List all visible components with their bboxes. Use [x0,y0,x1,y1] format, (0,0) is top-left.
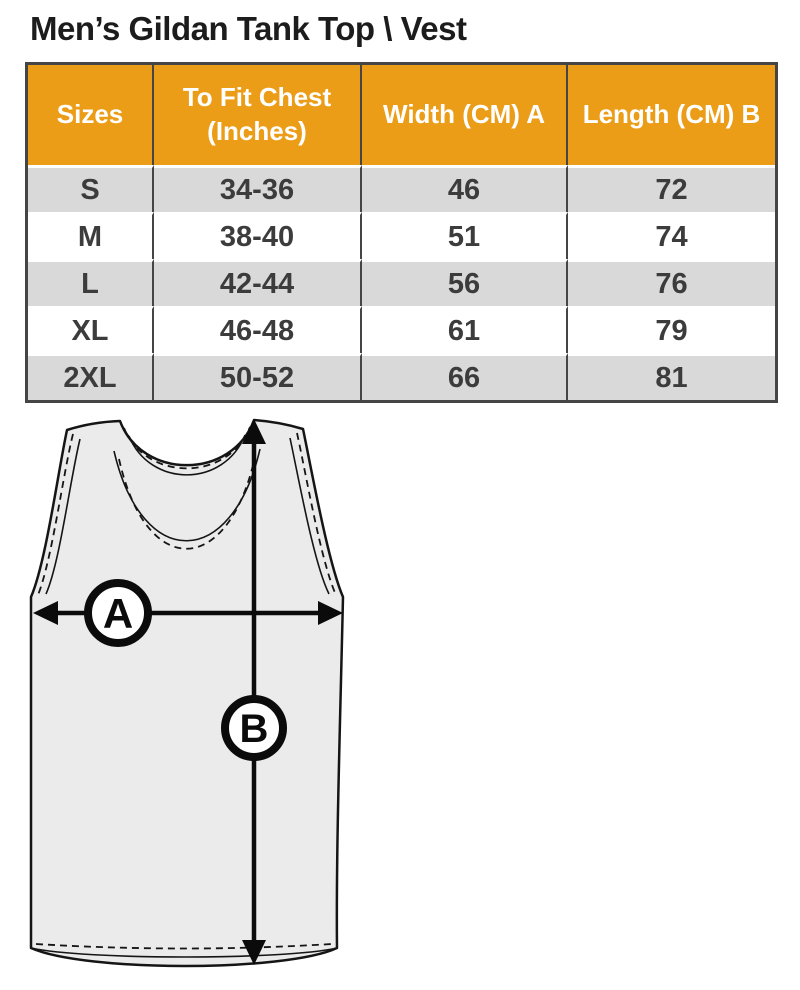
cell-chest: 42-44 [154,259,362,306]
width-marker: A [84,579,152,647]
cell-size: S [28,165,154,212]
cell-chest: 46-48 [154,306,362,353]
left-armhole-inner-edge [45,438,81,595]
width-marker-circle [84,579,152,647]
right-armhole-inner-edge [289,437,330,595]
cell-length: 79 [568,306,775,353]
size-chart-body: S 34-36 46 72 M 38-40 51 74 L 42-44 56 7… [28,165,775,400]
cell-width: 51 [362,212,568,259]
cell-width: 46 [362,165,568,212]
table-row: M 38-40 51 74 [28,212,775,259]
length-marker: B [221,695,287,761]
cell-width: 61 [362,306,568,353]
garment-outline [29,418,345,968]
cell-size: M [28,212,154,259]
cell-length: 81 [568,353,775,400]
cell-length: 76 [568,259,775,306]
neckline-inner-edge [128,434,246,476]
table-row: S 34-36 46 72 [28,165,775,212]
back-neck-stitch-dashed [118,456,256,550]
length-marker-circle [221,695,287,761]
tank-top-diagram: A B [0,410,360,985]
page-title: Men’s Gildan Tank Top \ Vest [30,10,467,47]
header-width: Width (CM) A [362,65,568,165]
cell-chest: 38-40 [154,212,362,259]
cell-chest: 50-52 [154,353,362,400]
cell-chest: 34-36 [154,165,362,212]
size-chart-table: Sizes To Fit Chest (Inches) Width (CM) A… [25,62,778,403]
cell-size: L [28,259,154,306]
length-marker-label: B [240,707,269,751]
header-length: Length (CM) B [568,65,775,165]
header-sizes: Sizes [28,65,154,165]
left-armhole-stitch-dashed [37,433,74,596]
cell-width: 66 [362,353,568,400]
tank-top-sketch-svg: A B [29,418,345,968]
cell-size: 2XL [28,353,154,400]
neckline-stitch-dashed [123,426,251,470]
table-row: 2XL 50-52 66 81 [28,353,775,400]
table-row: XL 46-48 61 79 [28,306,775,353]
right-armhole-stitch-dashed [296,432,337,596]
table-row: L 42-44 56 76 [28,259,775,306]
cell-width: 56 [362,259,568,306]
hem-stitch-dashed [35,943,333,950]
size-chart-header: Sizes To Fit Chest (Inches) Width (CM) A… [28,65,775,165]
width-marker-label: A [103,590,133,637]
header-chest: To Fit Chest (Inches) [154,65,362,165]
hem-band-inner-edge [30,947,338,958]
cell-length: 72 [568,165,775,212]
header-row: Sizes To Fit Chest (Inches) Width (CM) A… [28,65,775,165]
length-arrow [242,419,266,965]
cell-size: XL [28,306,154,353]
cell-length: 74 [568,212,775,259]
